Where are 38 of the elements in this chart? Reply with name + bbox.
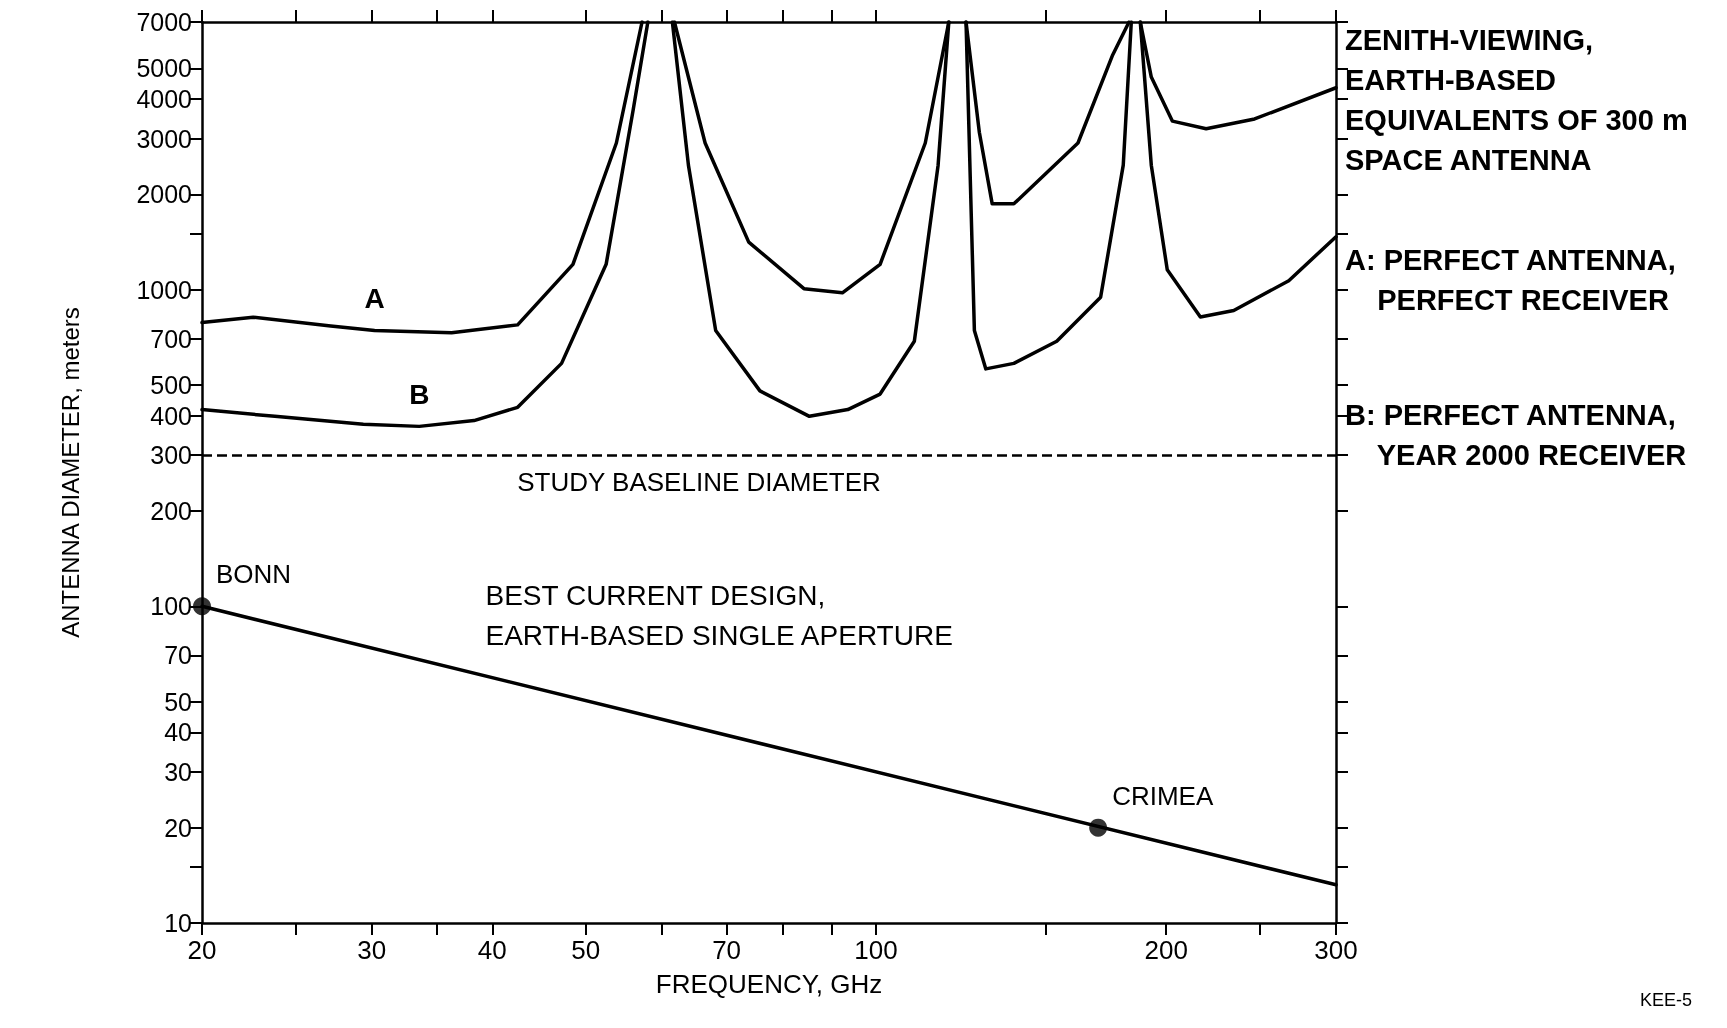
y-tick-label: 700 xyxy=(150,324,192,353)
annotation: CRIMEA xyxy=(1112,780,1214,811)
y-tick-label: 2000 xyxy=(136,180,192,209)
y-axis-title: ANTENNA DIAMETER, meters xyxy=(56,307,84,638)
y-tick-label: 20 xyxy=(164,813,192,842)
x-tick-label: 20 xyxy=(187,935,217,965)
y-tick-label: 500 xyxy=(150,370,192,399)
text: ZENITH-VIEWING, EARTH-BASED EQUIVALENTS OF 300 m SPACE ANTENNA xyxy=(1345,24,1688,176)
y-tick-label: 200 xyxy=(150,496,192,525)
y-tick-label: 70 xyxy=(164,641,192,670)
ref-line-label: STUDY BASELINE DIAMETER xyxy=(517,467,881,498)
text: B: PERFECT ANTENNA, YEAR 2000 RECEIVER xyxy=(1345,399,1687,471)
x-tick-label: 50 xyxy=(571,935,601,965)
y-tick-label: 5000 xyxy=(136,54,192,83)
series-label: B xyxy=(409,378,430,410)
x-axis-title: FREQUENCY, GHz xyxy=(655,969,883,999)
x-tick-label: 40 xyxy=(477,935,507,965)
y-tick-label: 30 xyxy=(164,757,192,786)
y-tick-label: 50 xyxy=(164,687,192,716)
y-tick-label: 100 xyxy=(150,592,192,621)
y-tick-label: 300 xyxy=(150,441,192,470)
y-tick-label: 40 xyxy=(164,718,192,747)
x-tick-label: 300 xyxy=(1314,935,1358,965)
x-tick-label: 30 xyxy=(357,935,387,965)
y-tick-label: 1000 xyxy=(136,275,192,304)
series-label: A xyxy=(364,282,385,314)
y-tick-label: 10 xyxy=(164,909,192,937)
x-tick-label: 70 xyxy=(712,935,742,965)
text: KEE-5 xyxy=(1640,990,1693,1010)
x-tick-label: 200 xyxy=(1144,935,1188,965)
y-tick-label: 4000 xyxy=(136,84,192,113)
y-tick-label: 7000 xyxy=(136,8,192,36)
annotation: BONN xyxy=(216,559,292,590)
text: A: PERFECT ANTENNA, PERFECT RECEIVER xyxy=(1345,244,1676,316)
y-tick-label: 400 xyxy=(150,401,192,430)
series-label: BEST CURRENT DESIGN, EARTH-BASED SINGLE APERTURE xyxy=(485,580,953,652)
x-tick-label: 100 xyxy=(854,935,898,965)
y-tick-label: 3000 xyxy=(136,124,192,153)
